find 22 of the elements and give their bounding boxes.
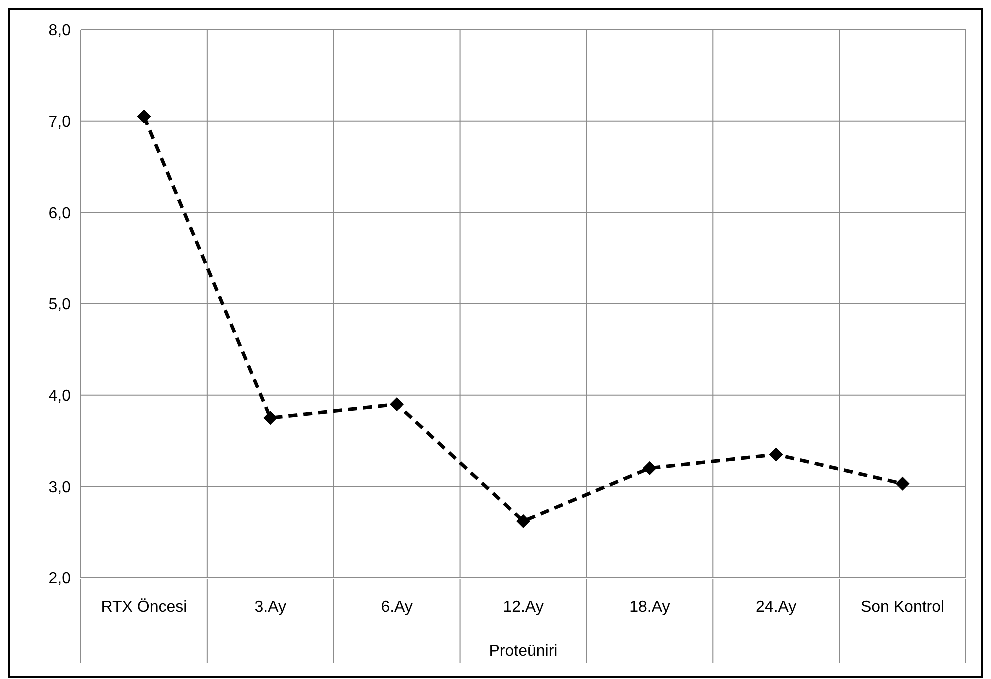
y-tick-label: 4,0 [48,388,72,405]
point [769,448,784,462]
x-tick-label: RTX Öncesi [101,598,188,616]
point [137,110,152,124]
x-tick-label: 18.Ay [630,599,670,616]
x-axis-title: Proteüniri [489,643,558,660]
x-tick-label: 6.Ay [381,599,413,616]
y-tick-label: 6,0 [48,205,72,222]
y-tick-label: 2,0 [48,570,72,588]
y-tick-label: 3,0 [48,479,72,496]
y-tick-label: 7,0 [48,114,72,131]
point [264,411,278,426]
y-tick-label: 8,0 [48,22,72,40]
x-tick-label: 3.Ay [254,599,287,616]
x-tick-label: 24.Ay [756,599,797,616]
x-tick-label: Son Kontrol [860,599,945,616]
x-tick-label: 12.Ay [503,599,544,616]
y-tick-label: 5,0 [48,296,72,314]
point [516,514,530,528]
point [390,397,404,412]
point [896,476,910,491]
point [642,461,657,476]
